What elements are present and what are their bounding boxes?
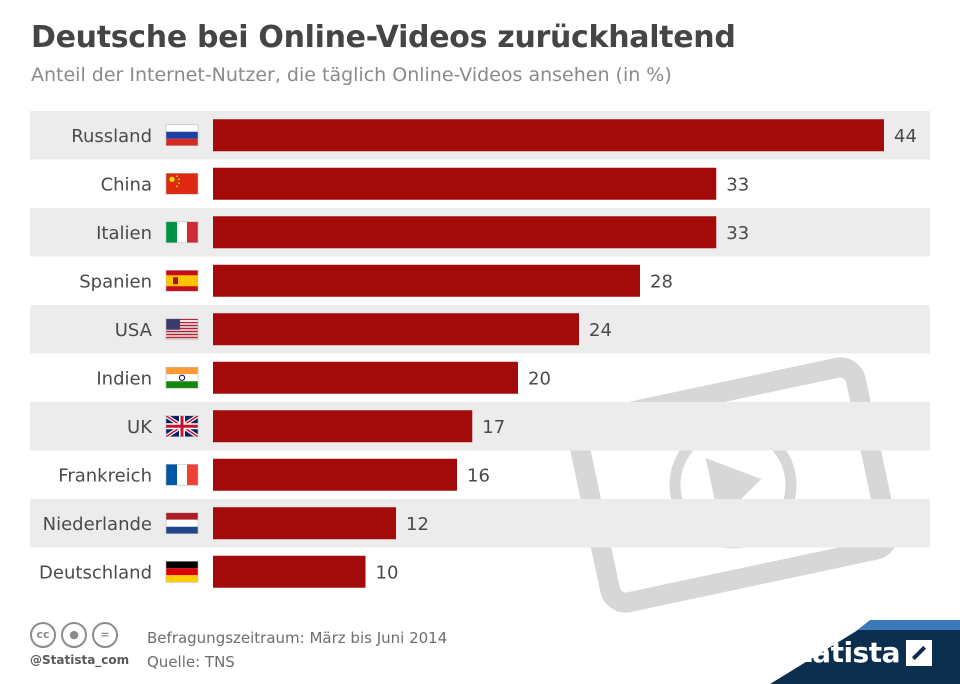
france-flag-icon [165, 463, 199, 486]
bar[interactable] [213, 167, 717, 200]
nd-icon: = [92, 622, 118, 648]
statista-handle: @Statista_com [30, 653, 130, 667]
category-label: China [101, 174, 152, 195]
value-label: 44 [894, 126, 917, 147]
italy-flag-icon [165, 221, 199, 244]
value-label: 10 [376, 562, 399, 583]
chart-title: Deutsche bei Online-Videos zurückhaltend [31, 20, 736, 55]
netherlands-flag-icon [165, 512, 199, 535]
bar[interactable] [213, 361, 518, 394]
category-label: UK [127, 417, 153, 438]
category-label: Deutschland [39, 562, 152, 583]
usa-flag-icon [165, 318, 199, 341]
by-icon: ● [61, 622, 87, 648]
chart-subtitle: Anteil der Internet-Nutzer, die täglich … [31, 64, 672, 86]
bar[interactable] [213, 555, 366, 588]
value-label: 17 [482, 417, 505, 438]
statista-logo[interactable]: statista [783, 636, 900, 669]
bar[interactable] [213, 507, 396, 540]
source-note: Quelle: TNS [147, 653, 235, 671]
survey-period: Befragungszeitraum: März bis Juni 2014 [147, 629, 448, 647]
value-label: 33 [726, 174, 749, 195]
value-label: 24 [589, 320, 612, 341]
china-flag-icon [165, 172, 199, 195]
russia-flag-icon [165, 124, 199, 147]
germany-flag-icon [165, 560, 199, 583]
category-label: Indien [96, 368, 152, 389]
category-label: USA [115, 320, 153, 341]
category-label: Spanien [79, 271, 152, 292]
bar[interactable] [213, 264, 640, 297]
value-label: 20 [528, 368, 551, 389]
row-stripe [30, 499, 930, 548]
bar[interactable] [213, 119, 884, 152]
cc-icon: cc [30, 622, 56, 648]
bar[interactable] [213, 410, 473, 443]
bar[interactable] [213, 216, 717, 249]
uk-flag-icon [164, 414, 200, 439]
category-label: Frankreich [58, 465, 152, 486]
source-info: Befragungszeitraum: März bis Juni 2014 Q… [147, 626, 447, 674]
statista-mark-icon [906, 640, 932, 666]
spain-flag-icon [165, 269, 199, 292]
value-label: 28 [650, 271, 673, 292]
category-label: Italien [96, 223, 152, 244]
bar[interactable] [213, 313, 579, 346]
license-block: cc ● = @Statista_com [30, 622, 129, 667]
value-label: 33 [726, 223, 749, 244]
category-label: Niederlande [43, 514, 152, 535]
bar[interactable] [213, 458, 457, 491]
bar-chart: Russland 44 China 33 Italien 33 Spanien 28 USA 24… [30, 111, 930, 588]
value-label: 16 [467, 465, 490, 486]
category-label: Russland [71, 126, 152, 147]
row-stripe [30, 402, 930, 451]
value-label: 12 [406, 514, 429, 535]
india-flag-icon [165, 366, 199, 389]
